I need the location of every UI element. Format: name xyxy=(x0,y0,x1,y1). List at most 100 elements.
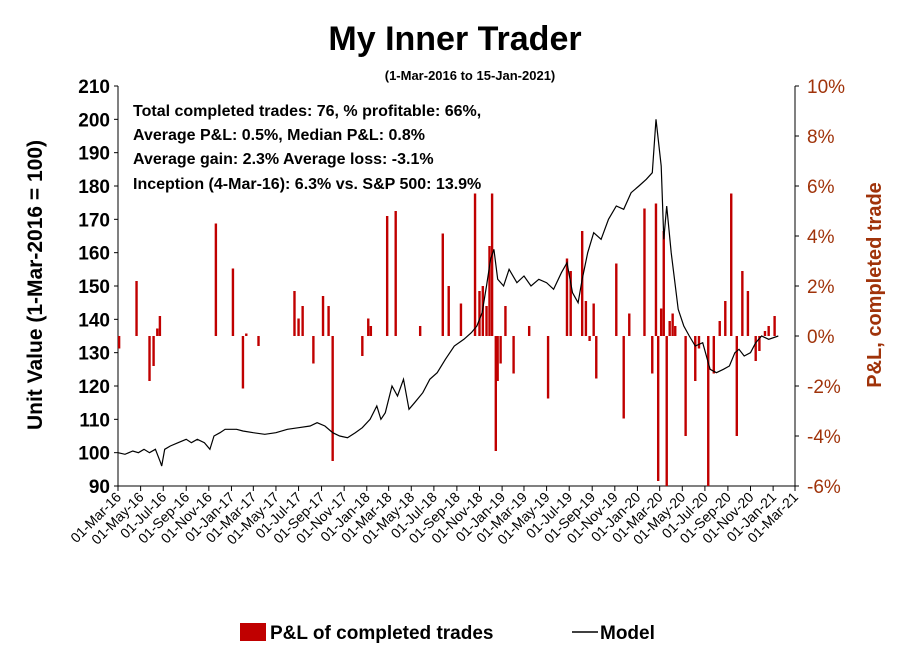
pnl-bar xyxy=(565,258,569,336)
pnl-bar xyxy=(659,308,663,336)
pnl-bar xyxy=(459,303,463,336)
chart-title: My Inner Trader xyxy=(328,20,581,58)
pnl-bar xyxy=(730,193,733,336)
pnl-bar xyxy=(301,306,304,336)
right-tick-label: 8% xyxy=(807,127,835,148)
left-tick-label: 110 xyxy=(79,410,110,431)
pnl-bar xyxy=(385,216,389,336)
pnl-bar xyxy=(499,336,502,364)
pnl-bar xyxy=(135,281,138,336)
stats-annotation: Total completed trades: 76, % profitable… xyxy=(133,103,481,193)
pnl-bar xyxy=(724,301,727,336)
pnl-bar xyxy=(668,321,671,336)
left-tick-label: 150 xyxy=(78,277,110,298)
pnl-bar xyxy=(473,193,477,336)
pnl-bar xyxy=(580,231,584,336)
legend-swatch-bars xyxy=(240,623,266,641)
left-tick-label: 190 xyxy=(78,144,110,165)
pnl-bar xyxy=(152,336,155,366)
pnl-bar xyxy=(615,263,618,336)
pnl-bar xyxy=(643,208,646,336)
pnl-bar xyxy=(512,336,515,374)
pnl-bar xyxy=(654,203,658,336)
pnl-bar xyxy=(527,326,531,336)
pnl-bar xyxy=(321,296,325,336)
pnl-bar xyxy=(651,336,654,374)
pnl-bar xyxy=(622,336,625,419)
pnl-bar xyxy=(214,223,218,336)
legend-label-line: Model xyxy=(600,623,655,644)
pnl-bar xyxy=(394,211,397,336)
pnl-bar xyxy=(773,316,776,336)
pnl-bar xyxy=(441,233,444,336)
right-tick-label: 4% xyxy=(807,227,835,248)
pnl-bar xyxy=(158,316,162,336)
pnl-bar xyxy=(478,291,481,336)
right-axis-ticks: -6% -4% -2% 0% 2% 4% 6% 8% 10% xyxy=(795,77,845,498)
pnl-bar xyxy=(595,336,598,379)
pnl-bar xyxy=(297,318,300,336)
pnl-bar xyxy=(697,336,701,349)
pnl-bar xyxy=(662,231,665,336)
right-tick-label: 0% xyxy=(807,327,835,348)
pnl-bar xyxy=(712,336,716,374)
right-axis-label: P&L, completed trade xyxy=(864,182,886,388)
pnl-bar xyxy=(117,336,121,349)
pnl-bar xyxy=(584,301,588,336)
pnl-bar xyxy=(763,331,767,336)
pnl-bar xyxy=(494,336,498,451)
pnl-bar xyxy=(245,333,248,336)
right-tick-label: 10% xyxy=(807,77,845,98)
annotation-line: Inception (4-Mar-16): 6.3% vs. S&P 500: … xyxy=(133,176,481,193)
left-tick-label: 120 xyxy=(78,377,110,398)
right-tick-label: 6% xyxy=(807,177,835,198)
pnl-bar xyxy=(367,318,370,336)
pnl-bar xyxy=(674,326,677,336)
pnl-bar xyxy=(327,306,330,336)
pnl-bar xyxy=(488,246,491,336)
pnl-bar xyxy=(665,336,668,486)
right-tick-label: -6% xyxy=(807,477,841,498)
left-tick-label: 100 xyxy=(78,444,110,465)
pnl-bar xyxy=(684,336,687,436)
pnl-bar xyxy=(504,306,507,336)
pnl-bar xyxy=(369,326,373,336)
pnl-bar xyxy=(707,336,710,486)
pnl-bar xyxy=(546,336,550,399)
annotation-line: Average P&L: 0.5%, Median P&L: 0.8% xyxy=(133,127,425,144)
left-tick-label: 160 xyxy=(78,244,110,265)
pnl-bar xyxy=(496,336,499,381)
pnl-bar xyxy=(735,336,738,436)
pnl-bar xyxy=(312,336,315,364)
annotation-line: Average gain: 2.3% Average loss: -3.1% xyxy=(133,151,434,168)
annotation-line: Total completed trades: 76, % profitable… xyxy=(133,103,481,120)
left-tick-label: 170 xyxy=(78,210,110,231)
left-axis-label: Unit Value (1-Mar-2016 = 100) xyxy=(24,140,47,430)
legend-label-bars: P&L of completed trades xyxy=(270,623,493,644)
left-tick-label: 140 xyxy=(78,310,110,331)
pnl-bar xyxy=(767,326,770,336)
pnl-bar xyxy=(718,321,721,336)
x-axis-ticks: 01-Mar-1601-May-1601-Jul-1601-Sep-1601-N… xyxy=(67,486,801,547)
left-tick-label: 130 xyxy=(78,344,110,365)
left-tick-label: 90 xyxy=(89,477,110,498)
pnl-bar xyxy=(754,336,757,361)
pnl-bar xyxy=(331,336,334,461)
pnl-bar xyxy=(656,336,660,481)
pnl-bar xyxy=(361,336,364,356)
pnl-bar xyxy=(746,291,750,336)
pnl-bar xyxy=(293,291,296,336)
right-tick-label: -4% xyxy=(807,427,841,448)
left-axis-ticks: 90 100 110 120 130 140 150 160 170 180 190 200 210 xyxy=(78,77,118,498)
pnl-bar xyxy=(694,336,697,381)
pnl-bar xyxy=(241,336,245,389)
pnl-bar xyxy=(592,303,595,336)
pnl-bar xyxy=(148,336,151,381)
pnl-bar xyxy=(741,271,744,336)
pnl-bar xyxy=(671,313,674,336)
pnl-bar xyxy=(447,286,450,336)
pnl-bar xyxy=(485,306,488,336)
left-tick-label: 200 xyxy=(78,110,110,131)
pnl-bar xyxy=(758,336,761,351)
